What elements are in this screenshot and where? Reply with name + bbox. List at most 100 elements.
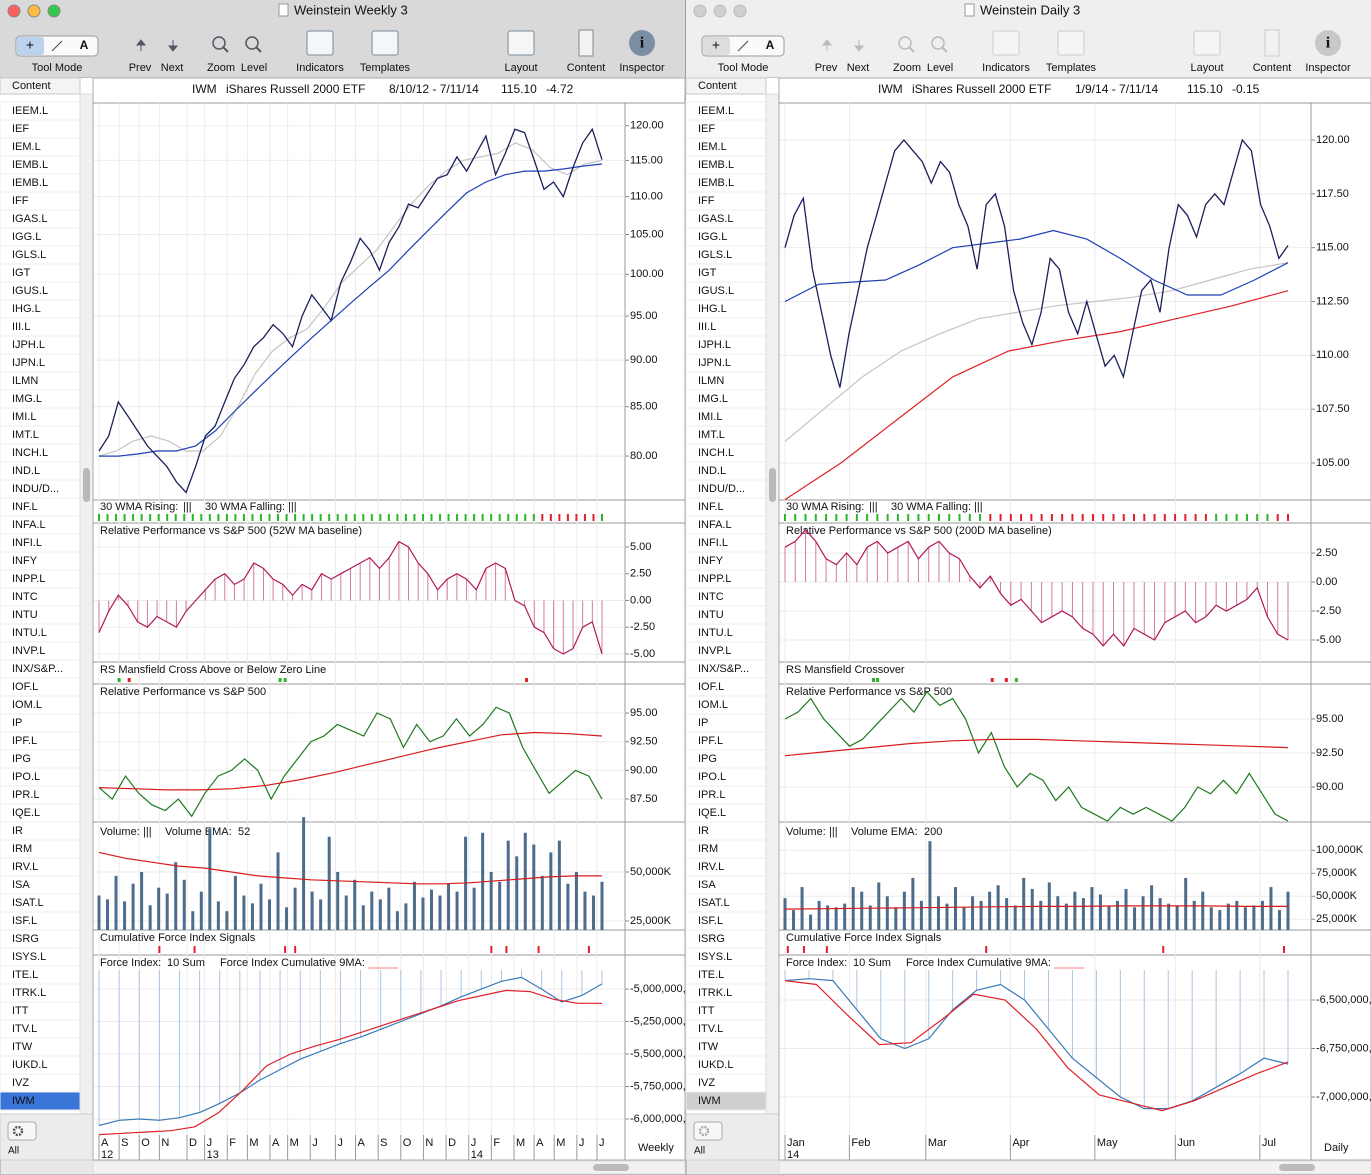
symbol-name[interactable]: IPF.L <box>698 735 723 747</box>
symbol-name[interactable]: INFI.L <box>12 537 42 549</box>
toolbar-label[interactable]: Layout <box>1190 62 1223 74</box>
symbol-name[interactable]: IEEM.L <box>698 105 734 117</box>
symbol-name[interactable]: ISF.L <box>12 915 37 927</box>
symbol-name[interactable]: IQE.L <box>12 807 40 819</box>
symbol-name[interactable]: IOM.L <box>12 699 42 711</box>
symbol-name[interactable]: INCH.L <box>12 447 48 459</box>
symbol-name[interactable]: IWM <box>12 1095 35 1107</box>
symbol-name[interactable]: ITW <box>698 1041 719 1053</box>
symbol-name[interactable]: IGT <box>698 267 717 279</box>
symbol-name[interactable]: IR <box>698 825 709 837</box>
symbol-name[interactable]: ITT <box>12 1005 29 1017</box>
symbol-name[interactable]: INTC <box>12 591 38 603</box>
toolbar-label[interactable]: Templates <box>360 62 411 74</box>
toolbar-label[interactable]: Prev <box>815 62 838 74</box>
symbol-name[interactable]: IOF.L <box>698 681 724 693</box>
window-button[interactable] <box>7 4 21 18</box>
symbol-name[interactable]: IEM.L <box>12 141 41 153</box>
symbol-name[interactable]: ITRK.L <box>12 987 46 999</box>
symbol-name[interactable]: ISRG <box>12 933 39 945</box>
symbol-name[interactable]: IEM.L <box>698 141 727 153</box>
symbol-name[interactable]: ITV.L <box>698 1023 723 1035</box>
symbol-name[interactable]: ITE.L <box>12 969 38 981</box>
symbol-name[interactable]: ISA <box>12 879 30 891</box>
symbol-name[interactable]: ISRG <box>698 933 725 945</box>
symbol-name[interactable]: IVZ <box>698 1077 715 1089</box>
symbol-name[interactable]: IGLS.L <box>12 249 46 261</box>
toolbar-label[interactable]: Next <box>161 62 184 74</box>
symbol-name[interactable]: INFY <box>12 555 38 567</box>
symbol-name[interactable]: INX/S&P... <box>12 663 63 675</box>
symbol-name[interactable]: IMT.L <box>698 429 725 441</box>
symbol-name[interactable]: IND.L <box>12 465 40 477</box>
symbol-name[interactable]: INTU.L <box>698 627 733 639</box>
symbol-name[interactable]: IP <box>698 717 708 729</box>
symbol-name[interactable]: IPR.L <box>698 789 726 801</box>
symbol-name[interactable]: IJPH.L <box>12 339 45 351</box>
symbol-name[interactable]: ITT <box>698 1005 715 1017</box>
symbol-name[interactable]: ISAT.L <box>12 897 44 909</box>
symbol-name[interactable]: IGG.L <box>12 231 41 243</box>
toolbar-label[interactable]: Level <box>927 62 953 74</box>
symbol-name[interactable]: IEMB.L <box>12 177 48 189</box>
symbol-name[interactable]: INTU <box>12 609 38 621</box>
toolbar-label[interactable]: Indicators <box>296 62 344 74</box>
symbol-name[interactable]: IPG <box>12 753 31 765</box>
symbol-name[interactable]: IGAS.L <box>12 213 47 225</box>
symbol-name[interactable]: IEF <box>12 123 29 135</box>
symbol-name[interactable]: IEF <box>698 123 715 135</box>
symbol-name[interactable]: III.L <box>698 321 716 333</box>
symbol-name[interactable]: IUKD.L <box>12 1059 47 1071</box>
toolbar-label[interactable]: Tool Mode <box>718 62 769 74</box>
symbol-name[interactable]: INCH.L <box>698 447 734 459</box>
symbol-name[interactable]: INVP.L <box>12 645 45 657</box>
toolbar-label[interactable]: Inspector <box>619 62 665 74</box>
symbol-name[interactable]: INDU/D... <box>698 483 745 495</box>
symbol-name[interactable]: ISYS.L <box>12 951 46 963</box>
window-button[interactable] <box>47 4 61 18</box>
symbol-name[interactable]: IJPN.L <box>12 357 45 369</box>
symbol-name[interactable]: IMG.L <box>698 393 728 405</box>
symbol-name[interactable]: IUKD.L <box>698 1059 733 1071</box>
symbol-name[interactable]: INDU/D... <box>12 483 59 495</box>
symbol-name[interactable]: IGUS.L <box>698 285 734 297</box>
symbol-name[interactable]: INFI.L <box>698 537 728 549</box>
toolbar-label[interactable]: Inspector <box>1305 62 1351 74</box>
symbol-name[interactable]: IRM <box>698 843 718 855</box>
sidebar-scroll-thumb[interactable] <box>769 468 776 502</box>
symbol-name[interactable]: IOF.L <box>12 681 38 693</box>
symbol-name[interactable]: IEMB.L <box>12 159 48 171</box>
toolbar-label[interactable]: Content <box>1253 62 1292 74</box>
symbol-name[interactable]: IMI.L <box>698 411 722 423</box>
symbol-name[interactable]: III.L <box>12 321 30 333</box>
symbol-name[interactable]: INPP.L <box>698 573 731 585</box>
symbol-name[interactable]: IGG.L <box>698 231 727 243</box>
symbol-name[interactable]: ISA <box>698 879 716 891</box>
sidebar-footer-label[interactable]: All <box>694 1146 705 1157</box>
symbol-name[interactable]: ITRK.L <box>698 987 732 999</box>
symbol-name[interactable]: IWM <box>698 1095 721 1107</box>
symbol-name[interactable]: INFA.L <box>12 519 46 531</box>
sidebar-scroll-thumb[interactable] <box>83 468 90 502</box>
symbol-name[interactable]: INX/S&P... <box>698 663 749 675</box>
symbol-name[interactable]: IEEM.L <box>12 105 48 117</box>
toolbar-label[interactable]: Layout <box>504 62 537 74</box>
symbol-name[interactable]: IND.L <box>698 465 726 477</box>
symbol-name[interactable]: IMI.L <box>12 411 36 423</box>
window-button[interactable] <box>693 4 707 18</box>
symbol-name[interactable]: IMG.L <box>12 393 42 405</box>
symbol-name[interactable]: IOM.L <box>698 699 728 711</box>
symbol-name[interactable]: INTC <box>698 591 724 603</box>
window-button[interactable] <box>713 4 727 18</box>
toolbar-label[interactable]: Templates <box>1046 62 1097 74</box>
symbol-name[interactable]: IPG <box>698 753 717 765</box>
symbol-name[interactable]: IFF <box>12 195 29 207</box>
symbol-name[interactable]: INPP.L <box>12 573 45 585</box>
symbol-name[interactable]: INVP.L <box>698 645 731 657</box>
symbol-name[interactable]: ITE.L <box>698 969 724 981</box>
symbol-name[interactable]: ILMN <box>698 375 724 387</box>
symbol-name[interactable]: IGUS.L <box>12 285 48 297</box>
symbol-name[interactable]: INTU <box>698 609 724 621</box>
symbol-name[interactable]: INTU.L <box>12 627 47 639</box>
symbol-name[interactable]: INFY <box>698 555 724 567</box>
